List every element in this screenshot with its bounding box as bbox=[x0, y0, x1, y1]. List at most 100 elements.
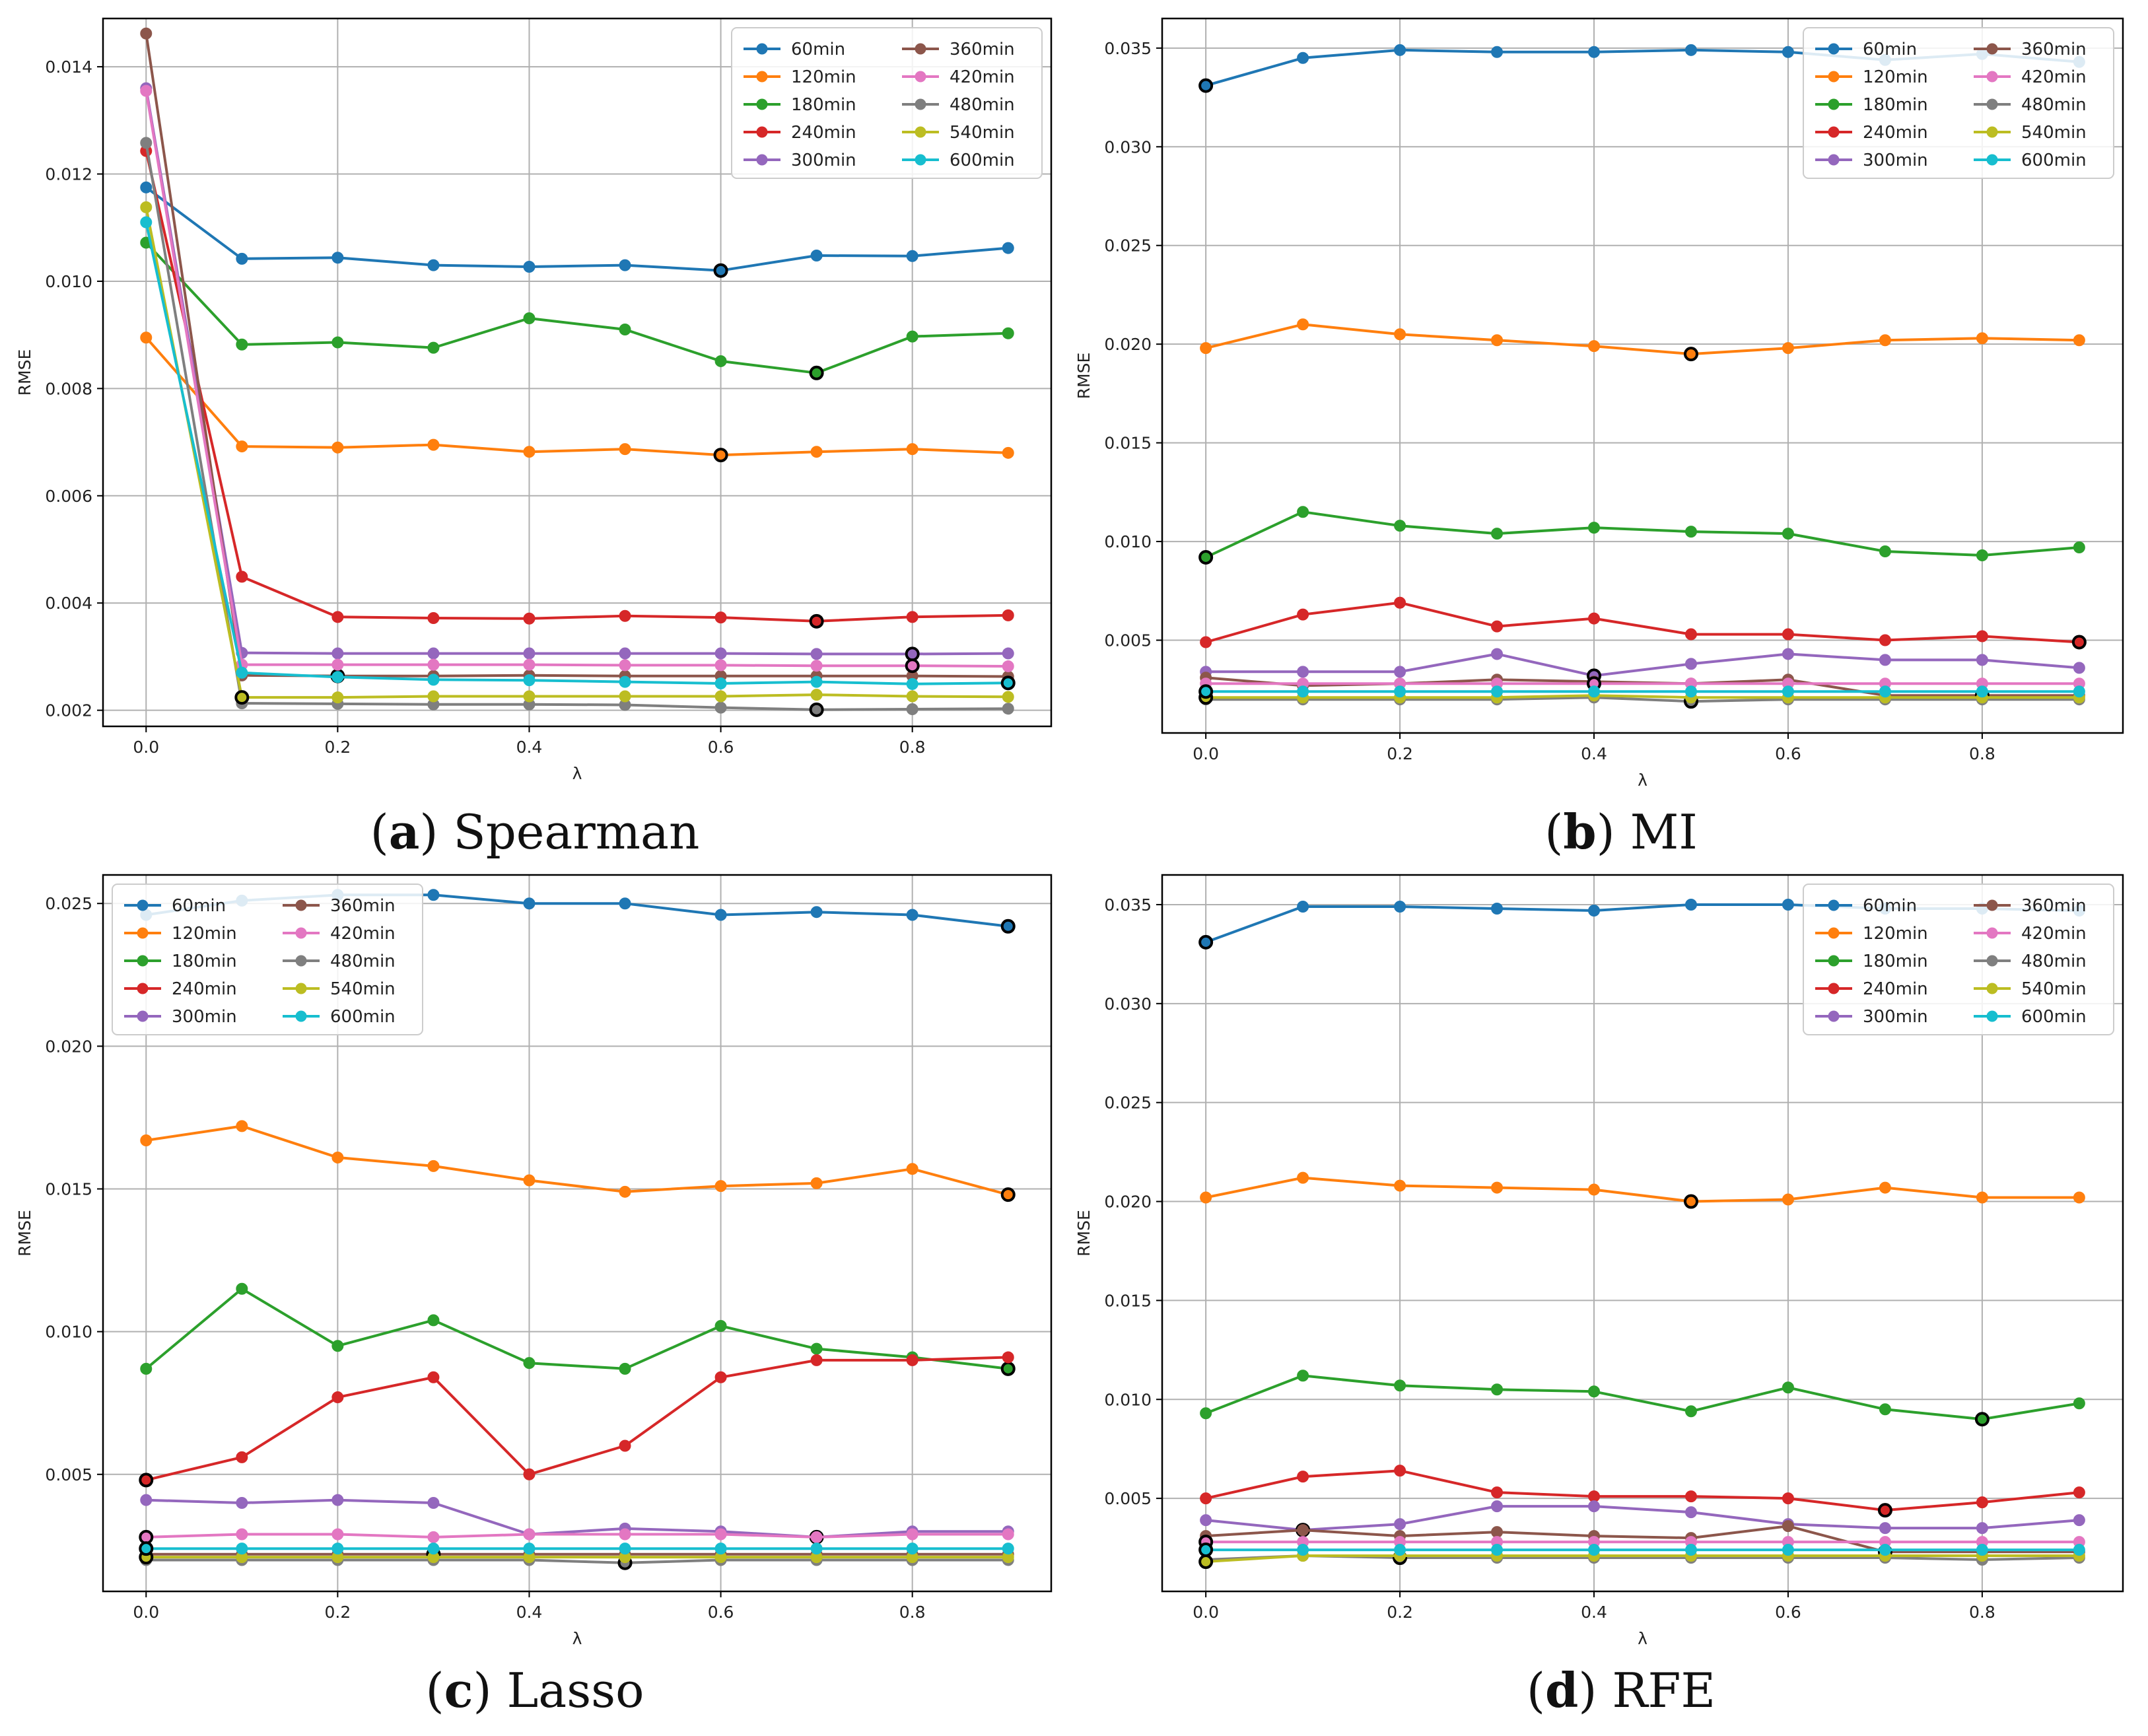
data-point-120min bbox=[1491, 334, 1504, 347]
data-point-180min bbox=[331, 1340, 344, 1352]
data-point-240min bbox=[331, 611, 344, 623]
best-point-240min bbox=[1877, 1503, 1892, 1518]
legend-swatch-marker bbox=[137, 927, 149, 939]
best-point-180min bbox=[1974, 1412, 1990, 1427]
data-point-180min bbox=[1491, 1383, 1504, 1396]
data-point-60min bbox=[1588, 46, 1601, 58]
chart-panel-a: 0.0 0.2 0.4 0.6 0.8 0.002 0.004 0.006 0.008 0.010… bbox=[15, 17, 1053, 860]
legend: 60min 120min 180min 240min 300min 360min 420mi… bbox=[1803, 27, 2114, 179]
data-point-300min bbox=[1782, 648, 1794, 660]
legend-swatch-marker bbox=[915, 43, 926, 55]
y-tick-label: 0.005 bbox=[1104, 1489, 1152, 1508]
axes-frame bbox=[1161, 874, 2124, 1593]
legend-swatch-marker bbox=[1828, 899, 1840, 911]
y-tick-label: 0.015 bbox=[1104, 1291, 1152, 1310]
y-axis-label: RMSE bbox=[1074, 1210, 1093, 1257]
data-point-60min bbox=[140, 181, 153, 193]
data-point-600min bbox=[1879, 685, 1891, 698]
data-point-300min bbox=[714, 647, 727, 660]
axes-frame bbox=[1161, 17, 2124, 734]
series-line-360min bbox=[1205, 1525, 2079, 1554]
y-tick-label: 0.010 bbox=[45, 272, 92, 291]
data-point-300min bbox=[1879, 1522, 1891, 1535]
data-point-600min bbox=[714, 1543, 727, 1555]
data-point-240min bbox=[1879, 634, 1891, 646]
data-point-240min bbox=[1782, 1492, 1794, 1505]
data-point-240min bbox=[1297, 1471, 1309, 1483]
y-tick-label: 0.015 bbox=[45, 1179, 92, 1198]
legend-swatch-marker bbox=[756, 43, 768, 55]
legend-swatch-marker bbox=[1986, 927, 1998, 939]
caption-paren-open: ( bbox=[426, 1663, 444, 1718]
legend-label-60min: 60min bbox=[1863, 896, 1917, 916]
data-point-420min bbox=[331, 658, 344, 671]
data-point-600min bbox=[1782, 685, 1794, 698]
chart-panel-c: 0.0 0.2 0.4 0.6 0.8 0.005 0.010 0.015 0.020 0.025… bbox=[15, 874, 1053, 1718]
data-point-600min bbox=[427, 1543, 440, 1555]
legend-swatch-marker bbox=[756, 71, 768, 83]
data-point-60min bbox=[714, 909, 727, 921]
data-point-540min bbox=[1002, 691, 1014, 703]
data-point-120min bbox=[331, 441, 344, 454]
legend-box bbox=[112, 884, 423, 1035]
data-point-240min bbox=[427, 1371, 440, 1383]
data-point-180min bbox=[1200, 1407, 1212, 1420]
data-point-300min bbox=[1684, 658, 1697, 670]
data-point-600min bbox=[1782, 1544, 1794, 1556]
data-point-600min bbox=[619, 676, 631, 688]
data-point-540min bbox=[906, 690, 918, 703]
series-line-120min bbox=[145, 336, 1008, 457]
legend-label-120min: 120min bbox=[791, 67, 856, 87]
y-tick-label: 0.020 bbox=[1104, 335, 1152, 354]
data-point-240min bbox=[236, 1451, 248, 1463]
data-point-420min bbox=[714, 659, 727, 672]
data-point-420min bbox=[331, 1528, 344, 1541]
x-tick-label: 0.4 bbox=[1581, 1603, 1607, 1622]
legend-label-540min: 540min bbox=[2021, 979, 2087, 999]
legend-swatch-marker bbox=[295, 955, 307, 967]
legend-label-60min: 60min bbox=[1863, 40, 1917, 59]
x-tick-label: 0.2 bbox=[324, 1603, 351, 1622]
best-point-60min bbox=[1198, 78, 1214, 93]
data-point-180min bbox=[1879, 1403, 1891, 1416]
series-line-60min bbox=[145, 186, 1008, 272]
x-tick-label: 0.0 bbox=[133, 738, 159, 757]
legend-label-180min: 180min bbox=[172, 952, 237, 971]
legend-label-480min: 480min bbox=[2021, 952, 2087, 971]
series-line-540min bbox=[145, 207, 1008, 699]
data-point-120min bbox=[1394, 328, 1406, 341]
legend-label-360min: 360min bbox=[2021, 40, 2087, 59]
legend-label-420min: 420min bbox=[2021, 924, 2087, 944]
data-point-180min bbox=[1684, 526, 1697, 538]
data-point-240min bbox=[1684, 628, 1697, 641]
legend: 60min 120min 180min 240min 300min 360min 420mi… bbox=[112, 884, 423, 1035]
data-point-600min bbox=[1297, 685, 1309, 698]
data-point-300min bbox=[427, 1496, 440, 1509]
data-point-180min bbox=[906, 330, 918, 343]
legend-swatch-marker bbox=[915, 154, 926, 166]
data-point-300min bbox=[331, 1494, 344, 1506]
data-point-240min bbox=[619, 1440, 631, 1452]
axes-frame bbox=[102, 874, 1053, 1593]
data-point-600min bbox=[523, 674, 536, 687]
data-point-120min bbox=[1976, 332, 1988, 345]
data-point-60min bbox=[1002, 242, 1014, 254]
legend-label-420min: 420min bbox=[2021, 67, 2087, 87]
caption-letter: c bbox=[444, 1662, 473, 1718]
best-point-180min bbox=[1000, 1361, 1016, 1376]
data-point-600min bbox=[236, 1543, 248, 1555]
legend-label-300min: 300min bbox=[172, 1007, 237, 1027]
data-point-180min bbox=[1297, 506, 1309, 518]
series-line-600min bbox=[145, 222, 1008, 685]
panel-caption: (d) RFE bbox=[1527, 1662, 1715, 1718]
legend-swatch-marker bbox=[756, 98, 768, 110]
data-point-120min bbox=[1588, 340, 1601, 353]
data-point-60min bbox=[1491, 46, 1504, 58]
axes-frame bbox=[102, 17, 1053, 728]
data-point-600min bbox=[1976, 1544, 1988, 1556]
x-tick-label: 0.0 bbox=[133, 1603, 159, 1622]
y-axis-label: RMSE bbox=[15, 349, 34, 396]
data-point-540min bbox=[523, 690, 536, 703]
data-point-60min bbox=[236, 252, 248, 265]
best-point-240min bbox=[2071, 635, 2087, 650]
